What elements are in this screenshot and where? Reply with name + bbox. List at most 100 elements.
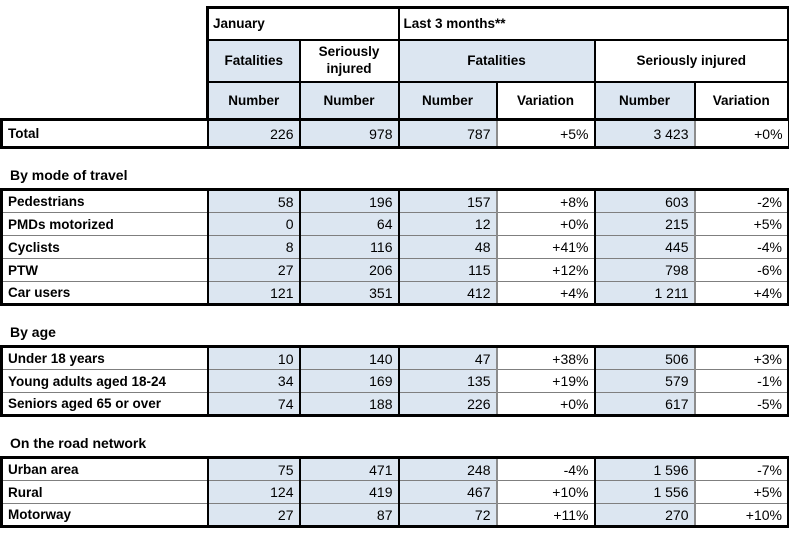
- table-row: Seniors aged 65 or over 74 188 226 +0% 6…: [0, 392, 789, 416]
- data-cell: +41%: [495, 235, 596, 259]
- data-cell: 34: [206, 369, 301, 393]
- table-row: Pedestrians 58 196 157 +8% 603 -2%: [0, 189, 789, 213]
- data-cell: 116: [298, 235, 400, 259]
- data-cell: 0: [206, 212, 301, 236]
- row-label: Urban area: [0, 457, 209, 481]
- table-row: Rural 124 419 467 +10% 1 556 +5%: [0, 480, 789, 504]
- row-label: Pedestrians: [0, 189, 209, 213]
- data-cell: 506: [593, 346, 695, 370]
- data-cell: 27: [206, 503, 301, 527]
- data-cell: 617: [593, 392, 695, 416]
- data-cell: 169: [298, 369, 400, 393]
- data-cell: 135: [397, 369, 497, 393]
- data-cell: 412: [397, 281, 497, 305]
- data-cell: +4%: [495, 281, 596, 305]
- header-variation: Variation: [495, 80, 596, 121]
- data-cell: 12: [397, 212, 497, 236]
- data-cell: 10: [206, 346, 301, 370]
- row-label: Total: [0, 118, 209, 149]
- data-cell: 58: [206, 189, 301, 213]
- data-cell: 1 211: [593, 281, 695, 305]
- data-cell: +5%: [495, 118, 596, 149]
- data-cell: -1%: [693, 369, 789, 393]
- data-cell: +12%: [495, 258, 596, 282]
- data-cell: 121: [206, 281, 301, 305]
- row-label: Young adults aged 18-24: [0, 369, 209, 393]
- header-last-3-months: Last 3 months**: [397, 6, 789, 41]
- data-cell: +3%: [693, 346, 789, 370]
- data-cell: 579: [593, 369, 695, 393]
- header-variation: Variation: [693, 80, 789, 121]
- header-number: Number: [298, 80, 400, 121]
- header-category-row: Fatalities Seriously injured Fatalities …: [1, 38, 789, 83]
- data-cell: 188: [298, 392, 400, 416]
- data-cell: 72: [397, 503, 497, 527]
- data-cell: -4%: [693, 235, 789, 259]
- age-table: Under 18 years 10 140 47 +38% 506 +3% Yo…: [0, 345, 789, 417]
- total-row: Total 226 978 787 +5% 3 423 +0%: [0, 118, 789, 149]
- header-spacer: [1, 81, 208, 120]
- data-cell: 351: [298, 281, 400, 305]
- data-cell: 140: [298, 346, 400, 370]
- data-cell: 270: [593, 503, 695, 527]
- table-row: Motorway 27 87 72 +11% 270 +10%: [0, 503, 789, 527]
- row-label: Seniors aged 65 or over: [0, 392, 209, 416]
- section-title-mode-of-travel: By mode of travel: [10, 167, 128, 183]
- data-cell: 787: [397, 118, 497, 149]
- data-cell: +10%: [693, 503, 789, 527]
- data-cell: 978: [298, 118, 400, 149]
- data-cell: +0%: [495, 212, 596, 236]
- data-cell: 64: [298, 212, 400, 236]
- table-row: Urban area 75 471 248 -4% 1 596 -7%: [0, 457, 789, 481]
- data-cell: 8: [206, 235, 301, 259]
- header-l3m-seriously-injured: Seriously injured: [593, 38, 789, 83]
- table-row: Young adults aged 18-24 34 169 135 +19% …: [0, 369, 789, 393]
- data-cell: 215: [593, 212, 695, 236]
- section-title-age: By age: [10, 324, 56, 340]
- row-label: Rural: [0, 480, 209, 504]
- data-cell: +38%: [495, 346, 596, 370]
- header-number: Number: [206, 80, 301, 121]
- data-cell: 798: [593, 258, 695, 282]
- data-cell: 226: [397, 392, 497, 416]
- row-label: PTW: [0, 258, 209, 282]
- data-cell: 115: [397, 258, 497, 282]
- data-cell: +5%: [693, 212, 789, 236]
- row-label: Cyclists: [0, 235, 209, 259]
- data-cell: 48: [397, 235, 497, 259]
- data-cell: 467: [397, 480, 497, 504]
- data-cell: 124: [206, 480, 301, 504]
- data-cell: 3 423: [593, 118, 695, 149]
- data-cell: +19%: [495, 369, 596, 393]
- table-row: PTW 27 206 115 +12% 798 -6%: [0, 258, 789, 282]
- data-cell: 47: [397, 346, 497, 370]
- data-cell: 206: [298, 258, 400, 282]
- data-cell: +10%: [495, 480, 596, 504]
- header-period-row: January Last 3 months**: [1, 6, 789, 41]
- header-l3m-fatalities: Fatalities: [397, 38, 596, 83]
- data-cell: 27: [206, 258, 301, 282]
- data-cell: 226: [206, 118, 301, 149]
- header-january-seriously-injured: Seriously injured: [298, 38, 400, 83]
- row-label: Motorway: [0, 503, 209, 527]
- data-cell: 1 596: [593, 457, 695, 481]
- table-row: Car users 121 351 412 +4% 1 211 +4%: [0, 281, 789, 305]
- data-cell: 196: [298, 189, 400, 213]
- data-cell: -4%: [495, 457, 596, 481]
- data-cell: -7%: [693, 457, 789, 481]
- data-cell: -2%: [693, 189, 789, 213]
- data-cell: +4%: [693, 281, 789, 305]
- data-cell: 75: [206, 457, 301, 481]
- header-january: January: [206, 6, 400, 41]
- header-spacer: [1, 39, 208, 82]
- table-row: Under 18 years 10 140 47 +38% 506 +3%: [0, 346, 789, 370]
- data-cell: +11%: [495, 503, 596, 527]
- data-cell: 157: [397, 189, 497, 213]
- data-cell: +0%: [693, 118, 789, 149]
- data-cell: +5%: [693, 480, 789, 504]
- data-cell: +0%: [495, 392, 596, 416]
- row-label: PMDs motorized: [0, 212, 209, 236]
- row-label: Car users: [0, 281, 209, 305]
- header-measure-row: Number Number Number Variation Number Va…: [1, 80, 789, 121]
